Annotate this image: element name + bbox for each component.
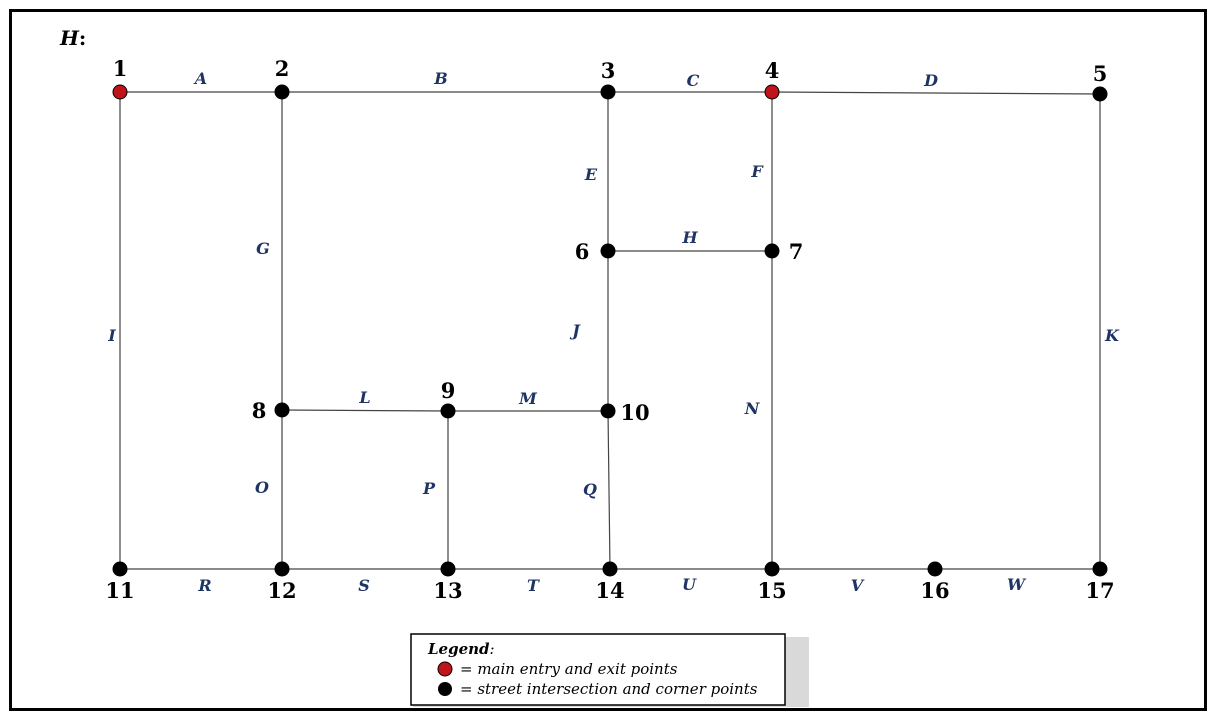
node-label-4: 4 [765, 58, 780, 83]
edge-D [771, 91, 1101, 95]
edge-label-N: N [744, 399, 761, 418]
node-label-9: 9 [441, 378, 456, 403]
node-label-15: 15 [757, 578, 786, 603]
node-label-7: 7 [789, 239, 804, 264]
node-label-8: 8 [252, 398, 267, 423]
node-9 [440, 403, 456, 419]
legend-intersection-marker [438, 682, 452, 696]
node-4 [764, 84, 780, 100]
graph-name-colon: : [79, 26, 86, 50]
graph-name-letter: H [59, 26, 80, 50]
edge-label-D: D [923, 71, 938, 90]
edge-label-L: L [358, 388, 370, 407]
nodes-layer [112, 84, 1108, 577]
legend-box [410, 633, 786, 706]
node-16 [927, 561, 943, 577]
legend-intersection-text: = street intersection and corner points [460, 680, 758, 698]
edge-label-J: J [569, 321, 581, 340]
legend-title-colon: : [490, 640, 495, 658]
edge-label-I: I [107, 326, 116, 345]
edge-label-F: F [750, 162, 764, 181]
node-6 [600, 243, 616, 259]
edge-label-P: P [422, 479, 436, 498]
node-label-17: 17 [1085, 578, 1114, 603]
node-label-11: 11 [105, 578, 134, 603]
node-label-12: 12 [267, 578, 296, 603]
node-label-14: 14 [595, 578, 624, 603]
legend: Legend: = main entry and exit points = s… [410, 633, 809, 707]
node-17 [1092, 561, 1108, 577]
legend-title: Legend: [427, 640, 495, 658]
node-10 [600, 403, 616, 419]
edge-label-R: R [197, 576, 211, 595]
legend-entry-exit-marker [437, 661, 453, 677]
edge-label-U: U [682, 575, 697, 594]
edge-label-W: W [1007, 575, 1027, 594]
node-2 [274, 84, 290, 100]
node-label-5: 5 [1093, 61, 1108, 86]
node-8 [274, 402, 290, 418]
edge-label-T: T [527, 576, 540, 595]
edge-label-O: O [255, 478, 269, 497]
node-label-6: 6 [575, 239, 590, 264]
node-1 [112, 84, 128, 100]
edge-Q [607, 410, 611, 570]
node-label-3: 3 [601, 58, 616, 83]
node-label-16: 16 [920, 578, 949, 603]
node-label-10: 10 [620, 400, 649, 425]
edge-label-C: C [687, 71, 700, 90]
edge-L [281, 409, 449, 412]
node-12 [274, 561, 290, 577]
edge-label-E: E [584, 165, 598, 184]
edge-label-H: H [681, 228, 698, 247]
edge-label-A: A [193, 69, 207, 88]
edges-layer [119, 91, 1101, 570]
node-3 [600, 84, 616, 100]
legend-entry-exit-text: = main entry and exit points [460, 660, 678, 678]
node-label-2: 2 [275, 56, 290, 81]
edge-label-B: B [433, 69, 448, 88]
edge-label-G: G [256, 239, 270, 258]
edge-label-S: S [358, 576, 370, 595]
node-13 [440, 561, 456, 577]
node-label-13: 13 [433, 578, 462, 603]
edge-labels-layer: A B C D E F G H I J K L M N O P Q R S T U V W [107, 69, 1120, 595]
node-7 [764, 243, 780, 259]
edge-label-V: V [851, 576, 865, 595]
node-14 [602, 561, 618, 577]
graph-name: H: [59, 26, 86, 50]
edge-label-Q: Q [583, 480, 597, 499]
legend-title-word: Legend [427, 640, 490, 658]
node-11 [112, 561, 128, 577]
node-15 [764, 561, 780, 577]
node-label-1: 1 [113, 56, 128, 81]
edge-label-K: K [1104, 326, 1120, 345]
node-5 [1092, 86, 1108, 102]
edge-label-M: M [518, 389, 538, 408]
